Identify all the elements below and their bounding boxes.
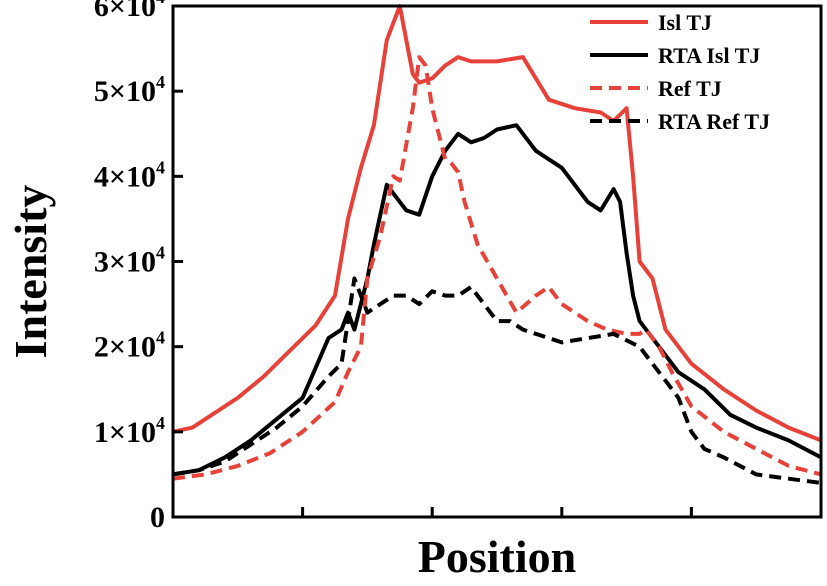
plot-frame <box>171 4 823 519</box>
y-tick-label-3: 2×104 <box>94 328 165 364</box>
y-tick-label-6: 5×104 <box>94 72 165 108</box>
series-line-2 <box>172 123 822 477</box>
x-axis-title: Position <box>418 531 576 582</box>
legend-label-2: RTA Isl TJ <box>658 43 760 68</box>
y-tick-label-4: 3×104 <box>94 243 165 279</box>
legend-label-4: RTA Ref TJ <box>658 109 770 134</box>
y-tick-label-1: 0 <box>150 501 165 534</box>
series-line-4 <box>172 276 822 485</box>
y-tick-label-7: 6×104 <box>94 0 165 23</box>
legend-label-3: Ref TJ <box>658 76 722 101</box>
x-ticks <box>301 507 693 517</box>
plot-lines <box>172 4 822 485</box>
y-tick-label-2: 1×104 <box>94 413 165 449</box>
y-axis-title: Intensity <box>5 185 56 359</box>
y-ticks: 0 1×104 2×104 3×104 4×104 5×104 6×104 <box>94 0 183 534</box>
legend-label-1: Isl TJ <box>658 10 712 35</box>
y-tick-label-5: 4×104 <box>94 157 165 193</box>
series-line-3 <box>172 55 822 481</box>
legend: Isl TJ RTA Isl TJ Ref TJ RTA Ref TJ <box>590 10 770 134</box>
series-line-1 <box>172 4 822 443</box>
